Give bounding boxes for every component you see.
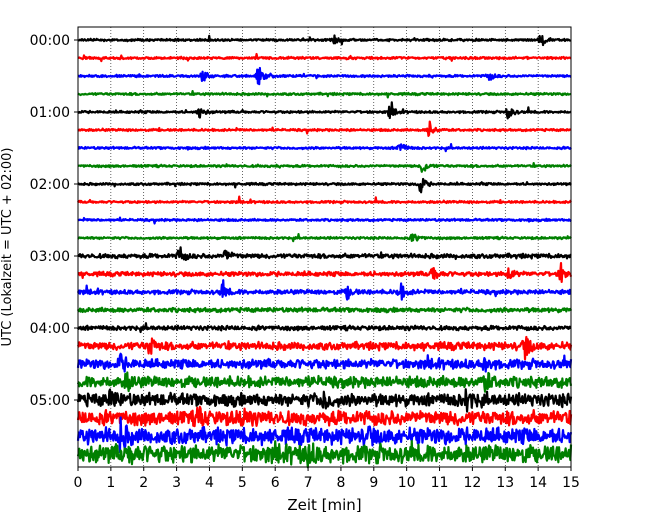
trace-3: [77, 89, 572, 99]
trace-23: [76, 440, 573, 469]
x-tick-label-11: 11: [431, 475, 449, 491]
trace-15: [76, 306, 573, 314]
x-tick-label-3: 3: [172, 475, 181, 491]
trace-8: [77, 177, 572, 194]
x-tick-label-6: 6: [271, 475, 280, 491]
trace-21: [76, 405, 573, 428]
y-tick-label-5: 05:00: [30, 393, 70, 409]
trace-11: [77, 233, 572, 243]
trace-22: [76, 416, 573, 454]
trace-9: [77, 195, 572, 205]
y-tick-label-0: 00:00: [30, 33, 70, 49]
seismic-traces: [76, 34, 573, 469]
trace-12: [76, 246, 572, 262]
trace-7: [77, 161, 572, 173]
x-tick-label-13: 13: [496, 475, 514, 491]
y-tick-label-1: 01:00: [30, 105, 70, 121]
trace-17: [76, 335, 573, 361]
x-tick-label-8: 8: [336, 475, 345, 491]
trace-2: [77, 66, 572, 86]
x-tick-label-7: 7: [304, 475, 313, 491]
trace-18: [76, 352, 573, 373]
trace-20: [76, 388, 573, 413]
y-tick-label-2: 02:00: [30, 177, 70, 193]
trace-0: [77, 34, 572, 47]
x-tick-label-12: 12: [463, 475, 481, 491]
x-tick-label-2: 2: [139, 475, 148, 491]
x-ticks: 0 1 2 3 4 5 6 7 8 9 10 11 12 13 14 15: [74, 467, 580, 491]
trace-10: [77, 216, 572, 225]
vertical-grid: [110, 27, 539, 467]
trace-16: [77, 322, 572, 334]
trace-1: [77, 52, 572, 63]
trace-4: [77, 101, 572, 120]
x-tick-label-4: 4: [205, 475, 214, 491]
x-tick-label-15: 15: [562, 475, 580, 491]
y-tick-label-3: 03:00: [30, 249, 70, 265]
x-tick-label-5: 5: [238, 475, 247, 491]
y-ticks: 00:00 01:00 02:00 03:00 04:00 05:00: [30, 33, 78, 409]
trace-14: [76, 279, 572, 301]
x-tick-label-1: 1: [106, 475, 115, 491]
x-tick-label-0: 0: [74, 475, 83, 491]
trace-6: [77, 143, 572, 153]
y-axis-label: UTC (Lokalzeit = UTC + 02:00): [0, 148, 15, 347]
trace-13: [77, 261, 573, 284]
x-tick-label-9: 9: [369, 475, 378, 491]
x-axis-label: Zeit [min]: [287, 496, 361, 514]
plot-frame: [77, 26, 572, 468]
y-tick-label-4: 04:00: [30, 321, 70, 337]
x-tick-label-14: 14: [529, 475, 547, 491]
x-tick-label-10: 10: [398, 475, 416, 491]
trace-19: [76, 371, 573, 393]
trace-5: [77, 120, 572, 137]
